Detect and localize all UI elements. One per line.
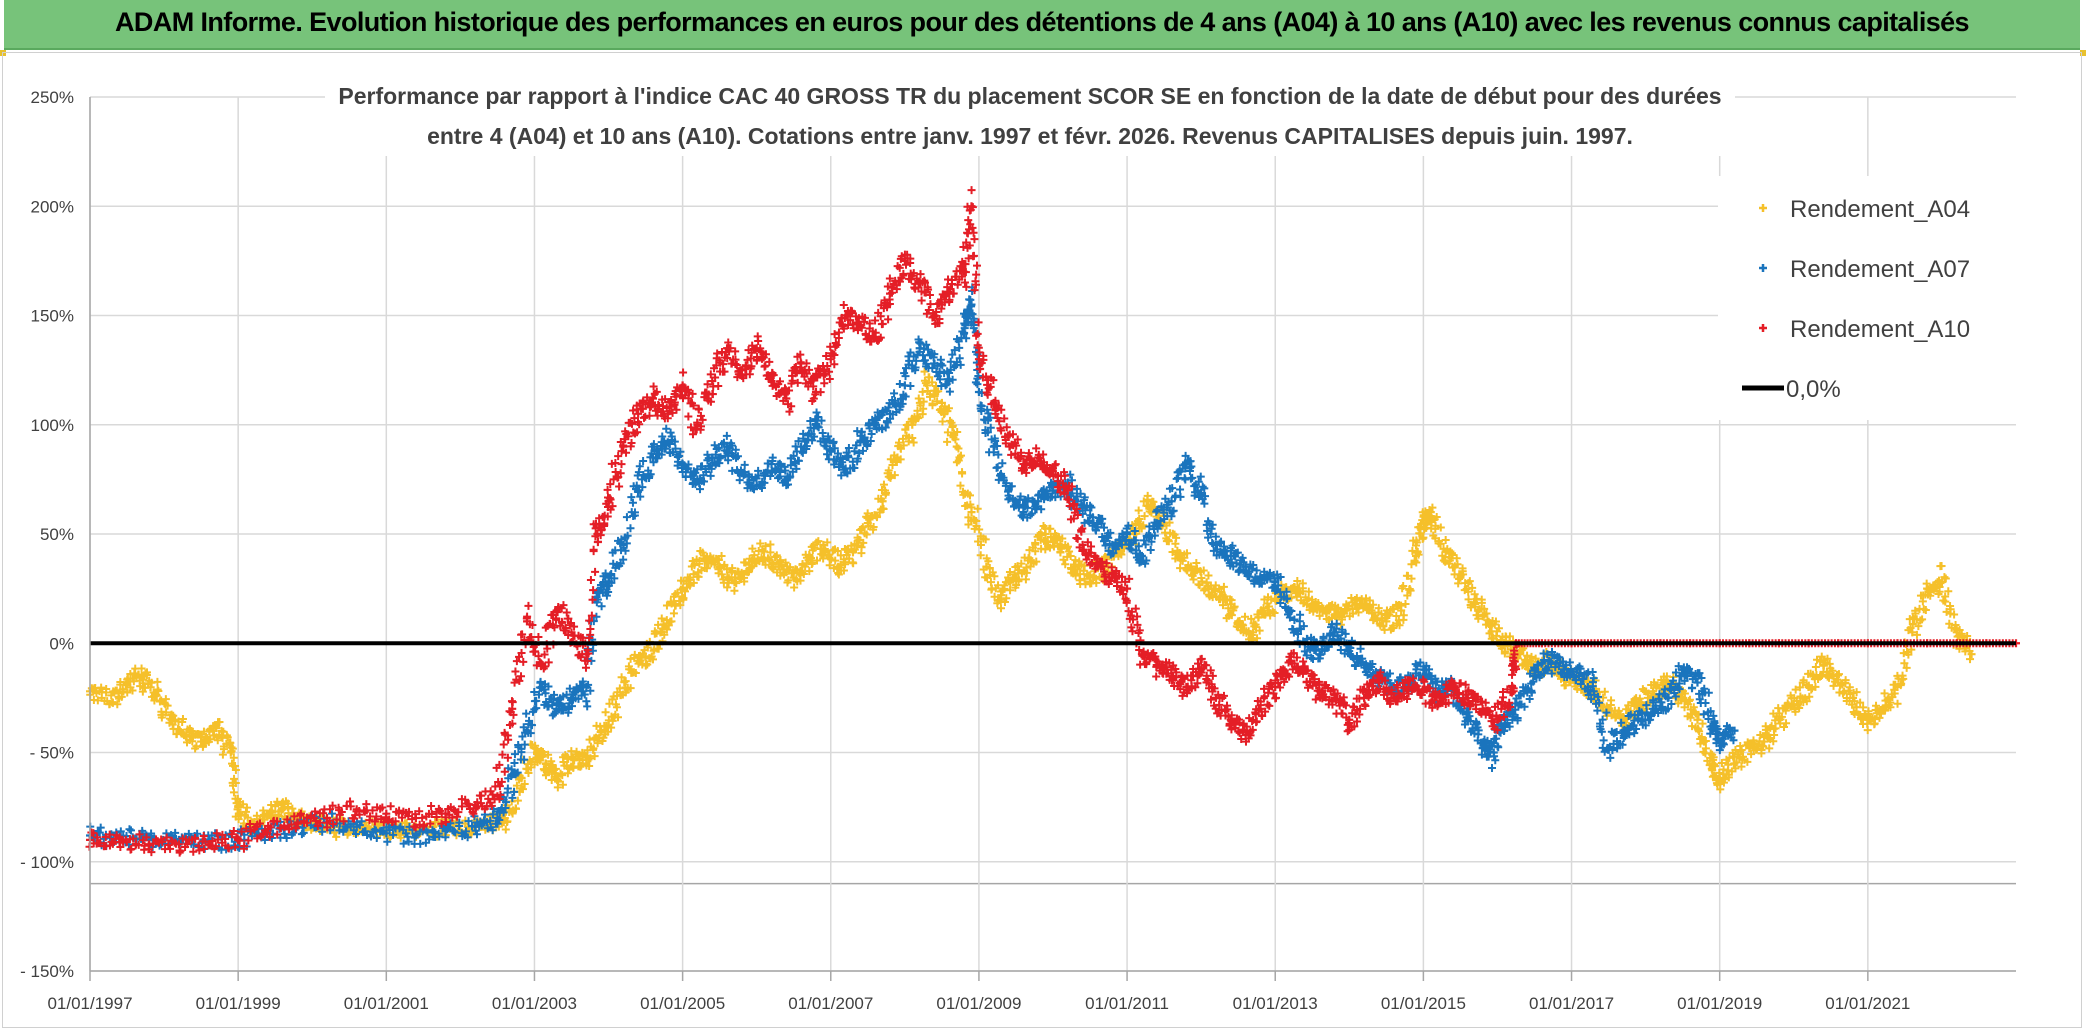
scatter-cloud [86,367,1975,843]
axis-layer: 250% 200% 150% 100% 50% 0% - 50% - 100% - 150% 01… [20,88,2016,1013]
x-tick-label: 01/01/2017 [1529,994,1614,1013]
x-tick-label: 01/01/2019 [1677,994,1762,1013]
y-tick-label: 200% [31,197,74,216]
x-tick-label: 01/01/2003 [492,994,577,1013]
x-tick-label: 01/01/2009 [936,994,1021,1013]
corner-accent-left [0,50,6,56]
y-tick-label: 250% [31,88,74,107]
x-tick-label: 01/01/1997 [47,994,132,1013]
x-tick-label: 01/01/2015 [1381,994,1466,1013]
x-tick-label: 01/01/2021 [1825,994,1910,1013]
legend: Rendement_A04 Rendement_A07 Rendement_A10 0… [1718,176,2018,420]
x-tick-label: 01/01/2001 [344,994,429,1013]
legend-label: Rendement_A10 [1790,316,1970,343]
series-rendement-a04 [86,367,1976,843]
y-tick-label: 100% [31,416,74,435]
chart-title-line2: entre 4 (A04) et 10 ans (A10). Cotations… [427,123,1633,149]
legend-label: Rendement_A04 [1790,196,1970,223]
report-title: ADAM Informe. Evolution historique des p… [115,7,1970,37]
scatter-cloud [86,283,1738,854]
x-tick-label: 01/01/2007 [788,994,873,1013]
x-tick-label: 01/01/2013 [1233,994,1318,1013]
corner-accent-right [2080,50,2086,56]
legend-background [1718,176,2018,420]
y-tick-label: 150% [31,307,74,326]
legend-swatch-marker [1759,204,1767,212]
x-tick-label: 01/01/1999 [196,994,281,1013]
y-tick-label: - 100% [20,853,74,872]
y-tick-label: 50% [40,525,74,544]
legend-swatch-marker [1759,324,1767,332]
y-tick-label: 0% [49,634,74,653]
x-tick-label: 01/01/2005 [640,994,725,1013]
legend-label: 0,0% [1786,376,1841,403]
data-point [1123,584,1132,593]
report-banner: ADAM Informe. Evolution historique des p… [4,0,2080,50]
series-layer [85,186,2020,857]
legend-label: Rendement_A07 [1790,256,1970,283]
y-tick-label: - 50% [30,744,74,763]
chart-title-line1: Performance par rapport à l'indice CAC 4… [338,83,1721,109]
x-tick-label: 01/01/2011 [1085,994,1169,1013]
chart-title-background [325,78,1735,156]
series-rendement-a07 [86,283,1739,854]
data-point [634,409,643,418]
chart-frame [2,52,2082,1028]
y-tick-label: - 150% [20,962,74,981]
data-point [1693,715,1702,724]
legend-swatch-marker [1759,264,1767,272]
